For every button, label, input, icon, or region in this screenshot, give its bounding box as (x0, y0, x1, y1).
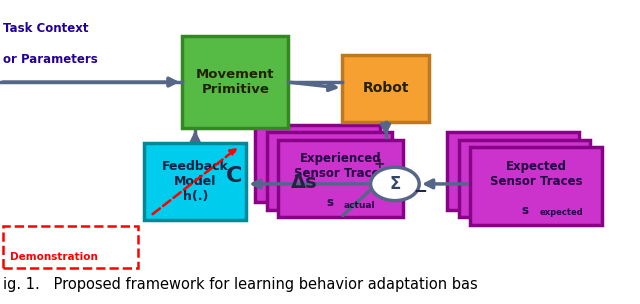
Text: Robot: Robot (362, 81, 409, 95)
Bar (470, 147, 602, 225)
Bar (3, 226, 138, 268)
Text: Feedback
Model
h(.): Feedback Model h(.) (162, 160, 228, 203)
Bar (342, 55, 429, 122)
Bar (459, 140, 590, 217)
Text: actual: actual (344, 201, 376, 210)
Ellipse shape (371, 167, 419, 201)
Text: $\mathbf{s}$: $\mathbf{s}$ (326, 196, 334, 209)
Text: Expected
Sensor Traces: Expected Sensor Traces (490, 160, 582, 188)
Text: C: C (225, 166, 242, 186)
Text: $\mathbf{s}$: $\mathbf{s}$ (521, 204, 530, 217)
Text: Demonstration: Demonstration (10, 252, 97, 262)
Text: or Parameters: or Parameters (3, 53, 98, 66)
Bar (267, 132, 392, 210)
Bar (278, 140, 403, 217)
Text: Task Context: Task Context (3, 22, 89, 35)
Bar (447, 132, 579, 210)
Text: Experienced
Sensor Traces: Experienced Sensor Traces (294, 152, 387, 181)
Text: ig. 1.   Proposed framework for learning behavior adaptation bas: ig. 1. Proposed framework for learning b… (3, 277, 478, 292)
Text: Movement
Primitive: Movement Primitive (196, 68, 275, 96)
Text: +: + (373, 157, 385, 171)
Bar (255, 125, 380, 202)
Text: −: − (413, 181, 427, 199)
Text: Δs: Δs (291, 173, 317, 192)
Bar (182, 36, 288, 128)
Bar (144, 143, 246, 220)
Text: expected: expected (540, 208, 583, 217)
Text: Σ: Σ (389, 175, 401, 193)
